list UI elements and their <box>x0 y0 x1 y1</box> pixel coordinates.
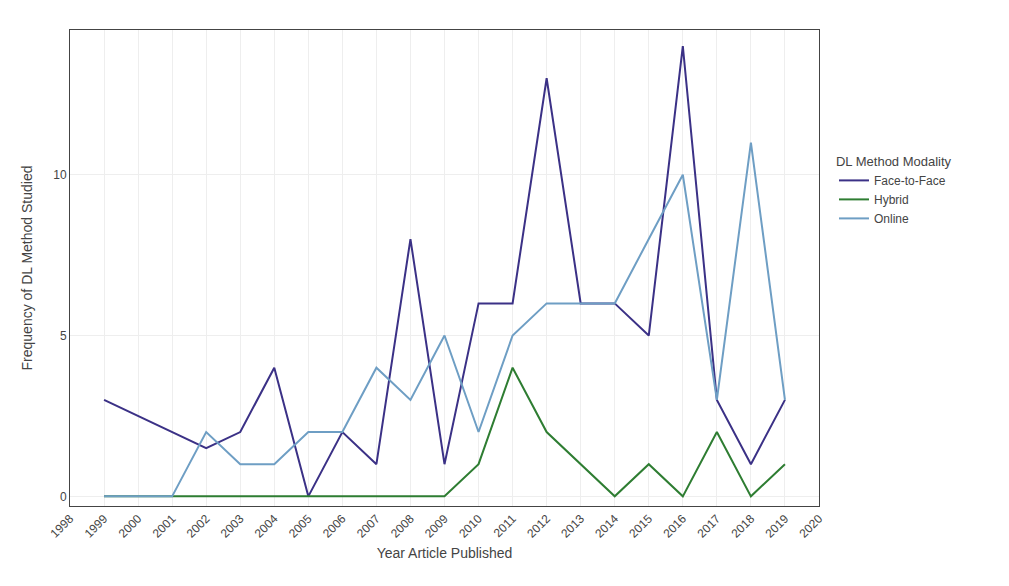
svg-text:Online: Online <box>874 212 909 226</box>
svg-text:1999: 1999 <box>82 512 111 541</box>
svg-text:2002: 2002 <box>184 512 213 541</box>
svg-text:2013: 2013 <box>558 512 587 541</box>
svg-text:Frequency of DL Method Studied: Frequency of DL Method Studied <box>19 166 35 371</box>
svg-text:2016: 2016 <box>660 512 689 541</box>
svg-text:Hybrid: Hybrid <box>874 193 909 207</box>
svg-text:2019: 2019 <box>763 512 792 541</box>
svg-text:2015: 2015 <box>626 512 655 541</box>
svg-text:2012: 2012 <box>524 512 553 541</box>
svg-text:2007: 2007 <box>354 512 383 541</box>
svg-text:2005: 2005 <box>286 512 315 541</box>
svg-text:5: 5 <box>60 329 67 343</box>
svg-text:2000: 2000 <box>116 512 145 541</box>
svg-text:2020: 2020 <box>797 512 826 541</box>
svg-text:2006: 2006 <box>320 512 349 541</box>
svg-text:Year Article Published: Year Article Published <box>377 545 513 561</box>
svg-text:2011: 2011 <box>491 512 519 540</box>
svg-text:DL Method Modality: DL Method Modality <box>836 154 952 169</box>
svg-text:10: 10 <box>53 168 67 182</box>
svg-text:Face-to-Face: Face-to-Face <box>874 174 946 188</box>
svg-text:2014: 2014 <box>592 512 621 541</box>
svg-text:2010: 2010 <box>456 512 485 541</box>
svg-text:2008: 2008 <box>388 512 417 541</box>
svg-text:2004: 2004 <box>252 512 281 541</box>
svg-text:2018: 2018 <box>728 512 757 541</box>
svg-text:1998: 1998 <box>48 512 77 541</box>
svg-text:2009: 2009 <box>422 512 451 541</box>
svg-text:2017: 2017 <box>694 512 723 541</box>
svg-text:2003: 2003 <box>218 512 247 541</box>
svg-text:2001: 2001 <box>150 512 179 541</box>
svg-text:0: 0 <box>60 490 67 504</box>
